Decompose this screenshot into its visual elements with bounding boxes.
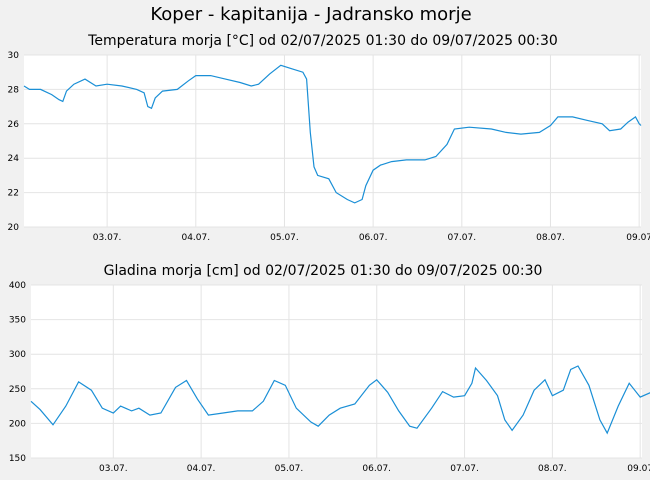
chart-title: Gladina morja [cm] od 02/07/2025 01:30 d… [104, 263, 543, 279]
plot-area [31, 285, 642, 458]
x-tick-label: 04.07. [181, 233, 210, 243]
y-tick-label: 22 [8, 189, 19, 199]
x-tick-label: 06.07. [359, 233, 388, 243]
y-tick-label: 250 [9, 385, 26, 395]
y-tick-label: 350 [9, 316, 26, 326]
y-tick-label: 150 [9, 454, 26, 464]
x-tick-label: 06.07. [362, 464, 391, 474]
x-tick-label: 09.07 [627, 464, 650, 474]
x-tick-label: 05.07. [270, 233, 299, 243]
y-tick-label: 30 [8, 51, 20, 61]
figure-title: Koper - kapitanija - Jadransko morje [150, 4, 471, 25]
y-tick-label: 20 [8, 223, 20, 233]
x-tick-label: 05.07. [275, 464, 304, 474]
sea-level-chart: Gladina morja [cm] od 02/07/2025 01:30 d… [9, 263, 650, 474]
temperature-chart: Temperatura morja [°C] od 02/07/2025 01:… [8, 33, 650, 243]
y-tick-label: 300 [9, 350, 26, 360]
chart-title: Temperatura morja [°C] od 02/07/2025 01:… [87, 33, 558, 49]
series-line [30, 365, 650, 435]
x-tick-label: 08.07. [536, 233, 565, 243]
x-tick-label: 07.07. [450, 464, 479, 474]
y-tick-label: 28 [8, 85, 20, 95]
x-tick-label: 04.07. [187, 464, 216, 474]
y-tick-label: 24 [8, 154, 20, 164]
x-tick-label: 07.07. [447, 233, 476, 243]
series-line [23, 64, 642, 204]
x-tick-label: 03.07. [99, 464, 128, 474]
plot-area [24, 55, 641, 227]
y-tick-label: 26 [8, 120, 20, 130]
y-tick-label: 200 [9, 419, 26, 429]
x-tick-label: 03.07. [93, 233, 122, 243]
x-tick-label: 09.07 [626, 233, 650, 243]
x-tick-label: 08.07. [538, 464, 567, 474]
y-tick-label: 400 [9, 281, 26, 291]
